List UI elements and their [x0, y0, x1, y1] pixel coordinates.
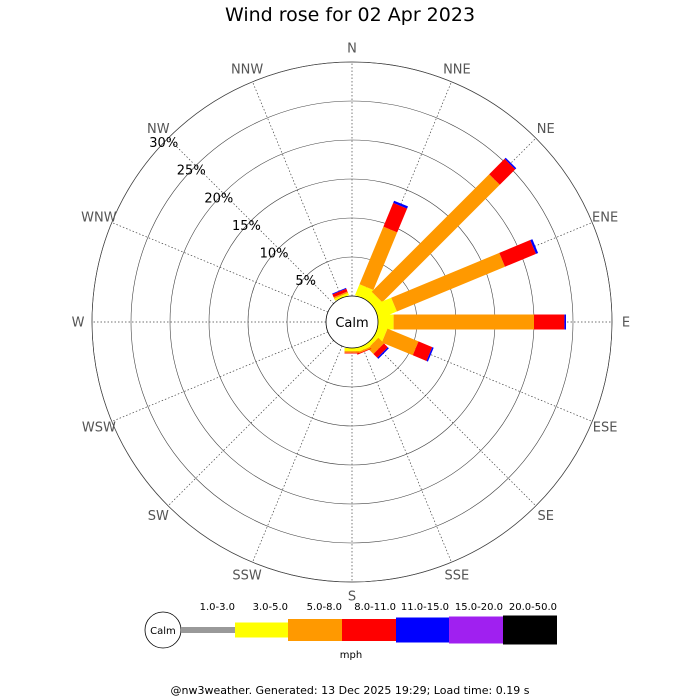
direction-label-s: S [348, 590, 356, 605]
bar-s-bin-3 [344, 351, 360, 353]
ring-label-5: 5% [295, 274, 316, 289]
footer-text: @nw3weather. Generated: 13 Dec 2025 19:2… [170, 684, 530, 697]
bar-nnw-bin-3 [333, 291, 349, 299]
ring-label-10: 10% [260, 247, 289, 262]
direction-label-nw: NW [147, 122, 170, 137]
bar-e-bin-5 [564, 314, 566, 330]
bar-nne-bin-3 [359, 226, 398, 290]
bar-ese-bin-4 [412, 341, 433, 361]
grid-ring-5 [130, 100, 574, 544]
bar-se-bin-5 [377, 347, 389, 359]
legend-swatch-7 [503, 615, 557, 645]
ring-label-30: 30% [149, 136, 178, 151]
chart-title: Wind rose for 02 Apr 2023 [224, 4, 476, 26]
direction-label-wsw: WSW [82, 420, 116, 435]
direction-label-n: N [347, 42, 357, 57]
bar-ne-bin-3 [371, 174, 500, 303]
direction-label-sse: SSE [445, 569, 470, 584]
direction-label-ene: ENE [592, 211, 618, 226]
direction-labels: N NNE NE ENE E ESE SE SSE S SSW SW WSW W WNW NW NNW [72, 42, 631, 605]
spoke-nnw [252, 81, 343, 299]
spoke-nw [167, 137, 334, 304]
outer-ring [91, 61, 613, 583]
legend-swatch-1 [181, 627, 235, 633]
bar-sse-bin-4 [357, 348, 372, 355]
spoke-ssw [252, 345, 343, 563]
spoke-wnw [111, 222, 329, 313]
ring-labels: 5% 10% 15% 20% 25% 30% [149, 136, 316, 289]
bar-se-bin-3 [367, 337, 384, 354]
bar-nnw-bin-2 [334, 292, 349, 301]
legend-swatch-3 [288, 619, 342, 641]
legend-label-2: 3.0-5.0 [253, 602, 288, 613]
legend-label-3: 5.0-8.0 [307, 602, 342, 613]
spoke-wsw [111, 331, 329, 422]
ring-label-15: 15% [232, 219, 261, 234]
bar-sse-bin-3 [356, 346, 371, 354]
direction-label-sw: SW [148, 509, 169, 524]
legend: Calm 1.0-3.0 3.0-5.0 5.0-8.0 8.0-11.0 11.0-15… [144, 602, 557, 661]
legend-unit-label: mph [340, 650, 362, 661]
bar-nnw-bin-5 [332, 287, 347, 295]
legend-label-7: 20.0-50.0 [509, 602, 557, 613]
bar-nnw-bin-4 [332, 288, 348, 298]
bar-e-bin-4 [534, 314, 565, 330]
bar-nne-bin-4 [383, 202, 408, 233]
legend-label-6: 15.0-20.0 [455, 602, 503, 613]
bar-s-bin-2 [344, 348, 360, 352]
bar-ene-bin-5 [530, 239, 539, 254]
bar-ne-bin-4 [489, 158, 516, 185]
legend-swatch-4 [342, 619, 396, 641]
direction-label-se: SE [537, 509, 553, 524]
spoke-se [370, 340, 537, 507]
direction-label-ssw: SSW [232, 569, 262, 584]
bar-ene-bin-4 [499, 240, 536, 267]
direction-label-ne: NE [537, 122, 555, 137]
ring-label-20: 20% [204, 191, 233, 206]
bar-ne-bin-5 [504, 157, 517, 170]
legend-label-1: 1.0-3.0 [200, 602, 235, 613]
bar-s-bin-4 [344, 352, 360, 354]
direction-label-nnw: NNW [231, 62, 263, 77]
calm-center: Calm [325, 295, 379, 349]
legend-swatch-6 [449, 616, 503, 644]
legend-swatch-5 [396, 617, 449, 643]
spoke-sw [167, 340, 334, 507]
calm-circle [325, 295, 379, 349]
bar-e-bin-2 [378, 314, 394, 330]
spoke-sse [361, 345, 452, 563]
wind-bars [332, 157, 566, 362]
direction-label-nne: NNE [443, 62, 471, 77]
bar-ene-bin-2 [373, 297, 397, 319]
direction-label-e: E [622, 316, 630, 331]
bar-ese-bin-3 [381, 328, 419, 356]
bar-se-bin-4 [373, 343, 388, 358]
calm-label: Calm [335, 316, 368, 331]
direction-label-ese: ESE [593, 420, 618, 435]
bar-e-bin-3 [393, 314, 534, 330]
legend-label-5: 11.0-15.0 [401, 602, 449, 613]
direction-label-wnw: WNW [81, 211, 117, 226]
bar-nne-bin-5 [393, 200, 408, 209]
bar-ene-bin-3 [391, 252, 505, 312]
legend-calm-label: Calm [150, 626, 176, 637]
legend-swatch-2 [235, 622, 288, 638]
bar-ese-bin-5 [426, 347, 434, 362]
legend-label-4: 8.0-11.0 [354, 602, 396, 613]
direction-label-w: W [72, 316, 85, 331]
ring-label-25: 25% [177, 164, 206, 179]
